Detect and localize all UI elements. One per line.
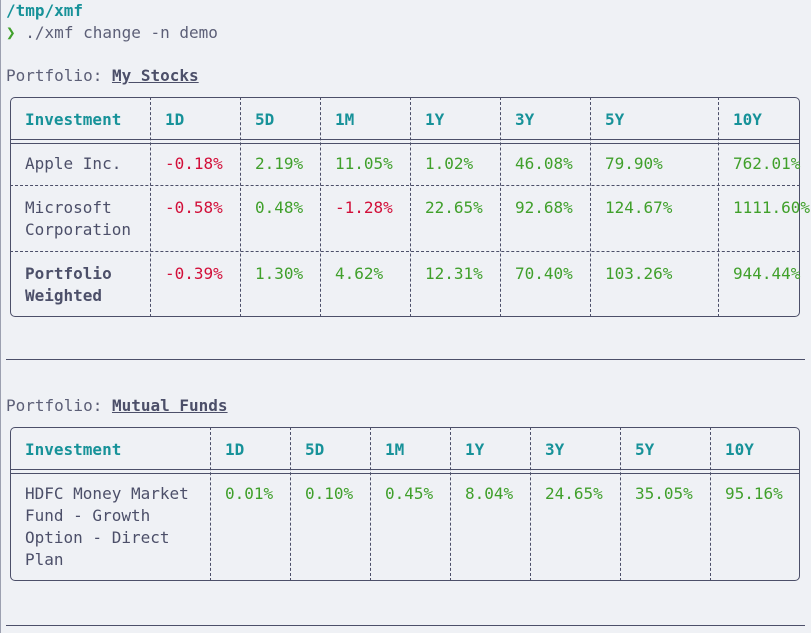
column-header[interactable]: 1Y bbox=[425, 110, 445, 129]
return-value: 8.04% bbox=[465, 484, 514, 503]
section-separator bbox=[6, 359, 805, 360]
portfolio-name: Mutual Funds bbox=[111, 396, 228, 415]
command-line[interactable]: ❯ ./xmf change -n demo bbox=[6, 22, 218, 44]
investment-name: Option - Direct bbox=[25, 528, 170, 547]
return-value: -0.39% bbox=[165, 264, 223, 283]
return-value: 70.40% bbox=[515, 264, 573, 283]
return-value: -0.58% bbox=[165, 198, 223, 217]
command-text: ./xmf change -n demo bbox=[25, 23, 218, 42]
column-divider bbox=[450, 427, 451, 581]
investment-name: Plan bbox=[25, 550, 64, 569]
portfolio-title: Portfolio: My Stocks bbox=[6, 65, 199, 87]
return-value: 79.90% bbox=[605, 154, 663, 173]
header-divider bbox=[10, 139, 800, 144]
portfolio-label: Portfolio: bbox=[6, 396, 112, 415]
return-value: 0.45% bbox=[385, 484, 434, 503]
column-header[interactable]: 1M bbox=[335, 110, 355, 129]
return-value: 4.62% bbox=[335, 264, 384, 283]
working-directory: /tmp/xmf bbox=[6, 1, 84, 20]
portfolio-name: My Stocks bbox=[111, 66, 199, 85]
return-value: 24.65% bbox=[545, 484, 603, 503]
investment-name: Fund - Growth bbox=[25, 506, 151, 525]
column-divider bbox=[718, 97, 719, 317]
column-divider bbox=[590, 97, 591, 317]
column-header[interactable]: 3Y bbox=[515, 110, 535, 129]
return-value: 762.01% bbox=[733, 154, 801, 173]
return-value: 0.48% bbox=[255, 198, 304, 217]
table-border bbox=[10, 427, 800, 581]
column-divider bbox=[530, 427, 531, 581]
return-value: 103.26% bbox=[605, 264, 673, 283]
return-value: 0.10% bbox=[305, 484, 354, 503]
return-value: 944.44% bbox=[733, 264, 801, 283]
column-header[interactable]: 3Y bbox=[545, 440, 565, 459]
column-divider bbox=[370, 427, 371, 581]
return-value: 12.31% bbox=[425, 264, 483, 283]
return-value: 0.01% bbox=[225, 484, 274, 503]
column-divider bbox=[710, 427, 711, 581]
column-divider bbox=[410, 97, 411, 317]
investment-name: HDFC Money Market bbox=[25, 484, 189, 503]
column-divider bbox=[320, 97, 321, 317]
section-separator bbox=[6, 625, 805, 626]
column-header[interactable]: Investment bbox=[25, 440, 122, 459]
column-header[interactable]: 1D bbox=[225, 440, 245, 459]
return-value: 1.02% bbox=[425, 154, 474, 173]
return-value: 11.05% bbox=[335, 154, 393, 173]
return-value: 1.30% bbox=[255, 264, 304, 283]
window-edge bbox=[0, 0, 1, 633]
column-header[interactable]: 5D bbox=[255, 110, 275, 129]
return-value: 2.19% bbox=[255, 154, 304, 173]
column-header[interactable]: Investment bbox=[25, 110, 122, 129]
return-value: -0.18% bbox=[165, 154, 223, 173]
column-header[interactable]: 5Y bbox=[635, 440, 655, 459]
return-value: 35.05% bbox=[635, 484, 693, 503]
column-divider bbox=[500, 97, 501, 317]
return-value: -1.28% bbox=[335, 198, 393, 217]
column-header[interactable]: 5Y bbox=[605, 110, 625, 129]
row-divider bbox=[10, 251, 800, 252]
return-value: 22.65% bbox=[425, 198, 483, 217]
column-header[interactable]: 10Y bbox=[725, 440, 754, 459]
investment-name: Portfolio bbox=[25, 264, 112, 283]
column-header[interactable]: 5D bbox=[305, 440, 325, 459]
column-header[interactable]: 10Y bbox=[733, 110, 762, 129]
return-value: 95.16% bbox=[725, 484, 783, 503]
return-value: 1111.60% bbox=[733, 198, 811, 217]
return-value: 124.67% bbox=[605, 198, 673, 217]
portfolio-label: Portfolio: bbox=[6, 66, 112, 85]
return-value: 92.68% bbox=[515, 198, 573, 217]
column-header[interactable]: 1D bbox=[165, 110, 185, 129]
column-divider bbox=[150, 97, 151, 317]
column-divider bbox=[240, 97, 241, 317]
investment-name: Corporation bbox=[25, 220, 131, 239]
header-divider bbox=[10, 469, 800, 474]
row-divider bbox=[10, 185, 800, 186]
column-divider bbox=[290, 427, 291, 581]
column-divider bbox=[210, 427, 211, 581]
portfolio-title: Portfolio: Mutual Funds bbox=[6, 395, 228, 417]
investment-name: Apple Inc. bbox=[25, 154, 122, 173]
table-border bbox=[10, 97, 800, 317]
investment-name: Weighted bbox=[25, 286, 103, 305]
investment-name: Microsoft bbox=[25, 198, 112, 217]
prompt-symbol: ❯ bbox=[6, 23, 16, 42]
column-header[interactable]: 1M bbox=[385, 440, 405, 459]
return-value: 46.08% bbox=[515, 154, 573, 173]
column-divider bbox=[620, 427, 621, 581]
column-header[interactable]: 1Y bbox=[465, 440, 485, 459]
